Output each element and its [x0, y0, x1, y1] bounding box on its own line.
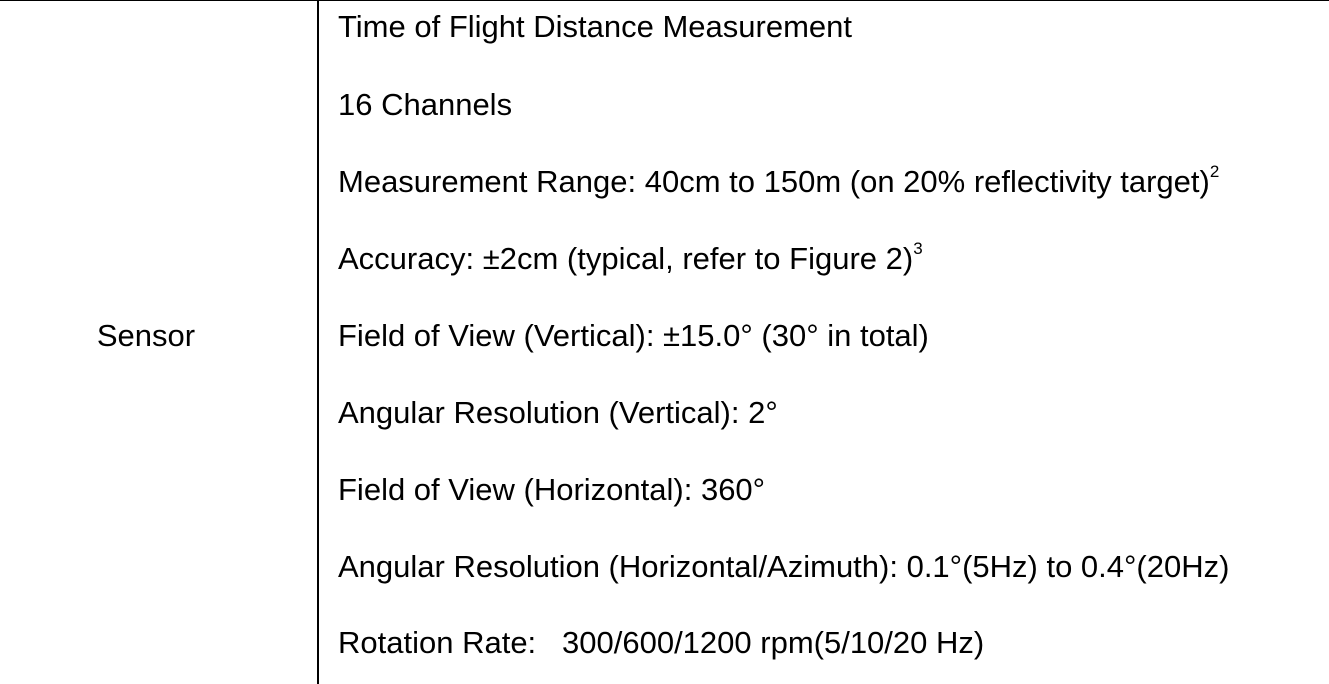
spec-line-fov-vertical: Field of View (Vertical): ±15.0° (30° in…	[338, 318, 929, 353]
spec-line-accuracy: Accuracy: ±2cm (typical, refer to Figure…	[338, 239, 923, 276]
spec-line-angular-res-horizontal: Angular Resolution (Horizontal/Azimuth):…	[338, 549, 1230, 584]
spec-line-angular-res-vertical: Angular Resolution (Vertical): 2°	[338, 395, 778, 430]
spec-line-measurement-range: Measurement Range: 40cm to 150m (on 20% …	[338, 162, 1220, 199]
spec-line-rotation-rate: Rotation Rate: 300/600/1200 rpm(5/10/20 …	[338, 625, 985, 660]
spec-line-channels: 16 Channels	[338, 87, 513, 122]
spec-line-fov-horizontal: Field of View (Horizontal): 360°	[338, 472, 766, 507]
row-label-cell: Sensor	[0, 1, 319, 684]
spec-values-cell: Time of Flight Distance Measurement 16 C…	[338, 1, 1329, 684]
spec-line-tof: Time of Flight Distance Measurement	[338, 9, 852, 44]
row-label: Sensor	[96, 318, 196, 353]
